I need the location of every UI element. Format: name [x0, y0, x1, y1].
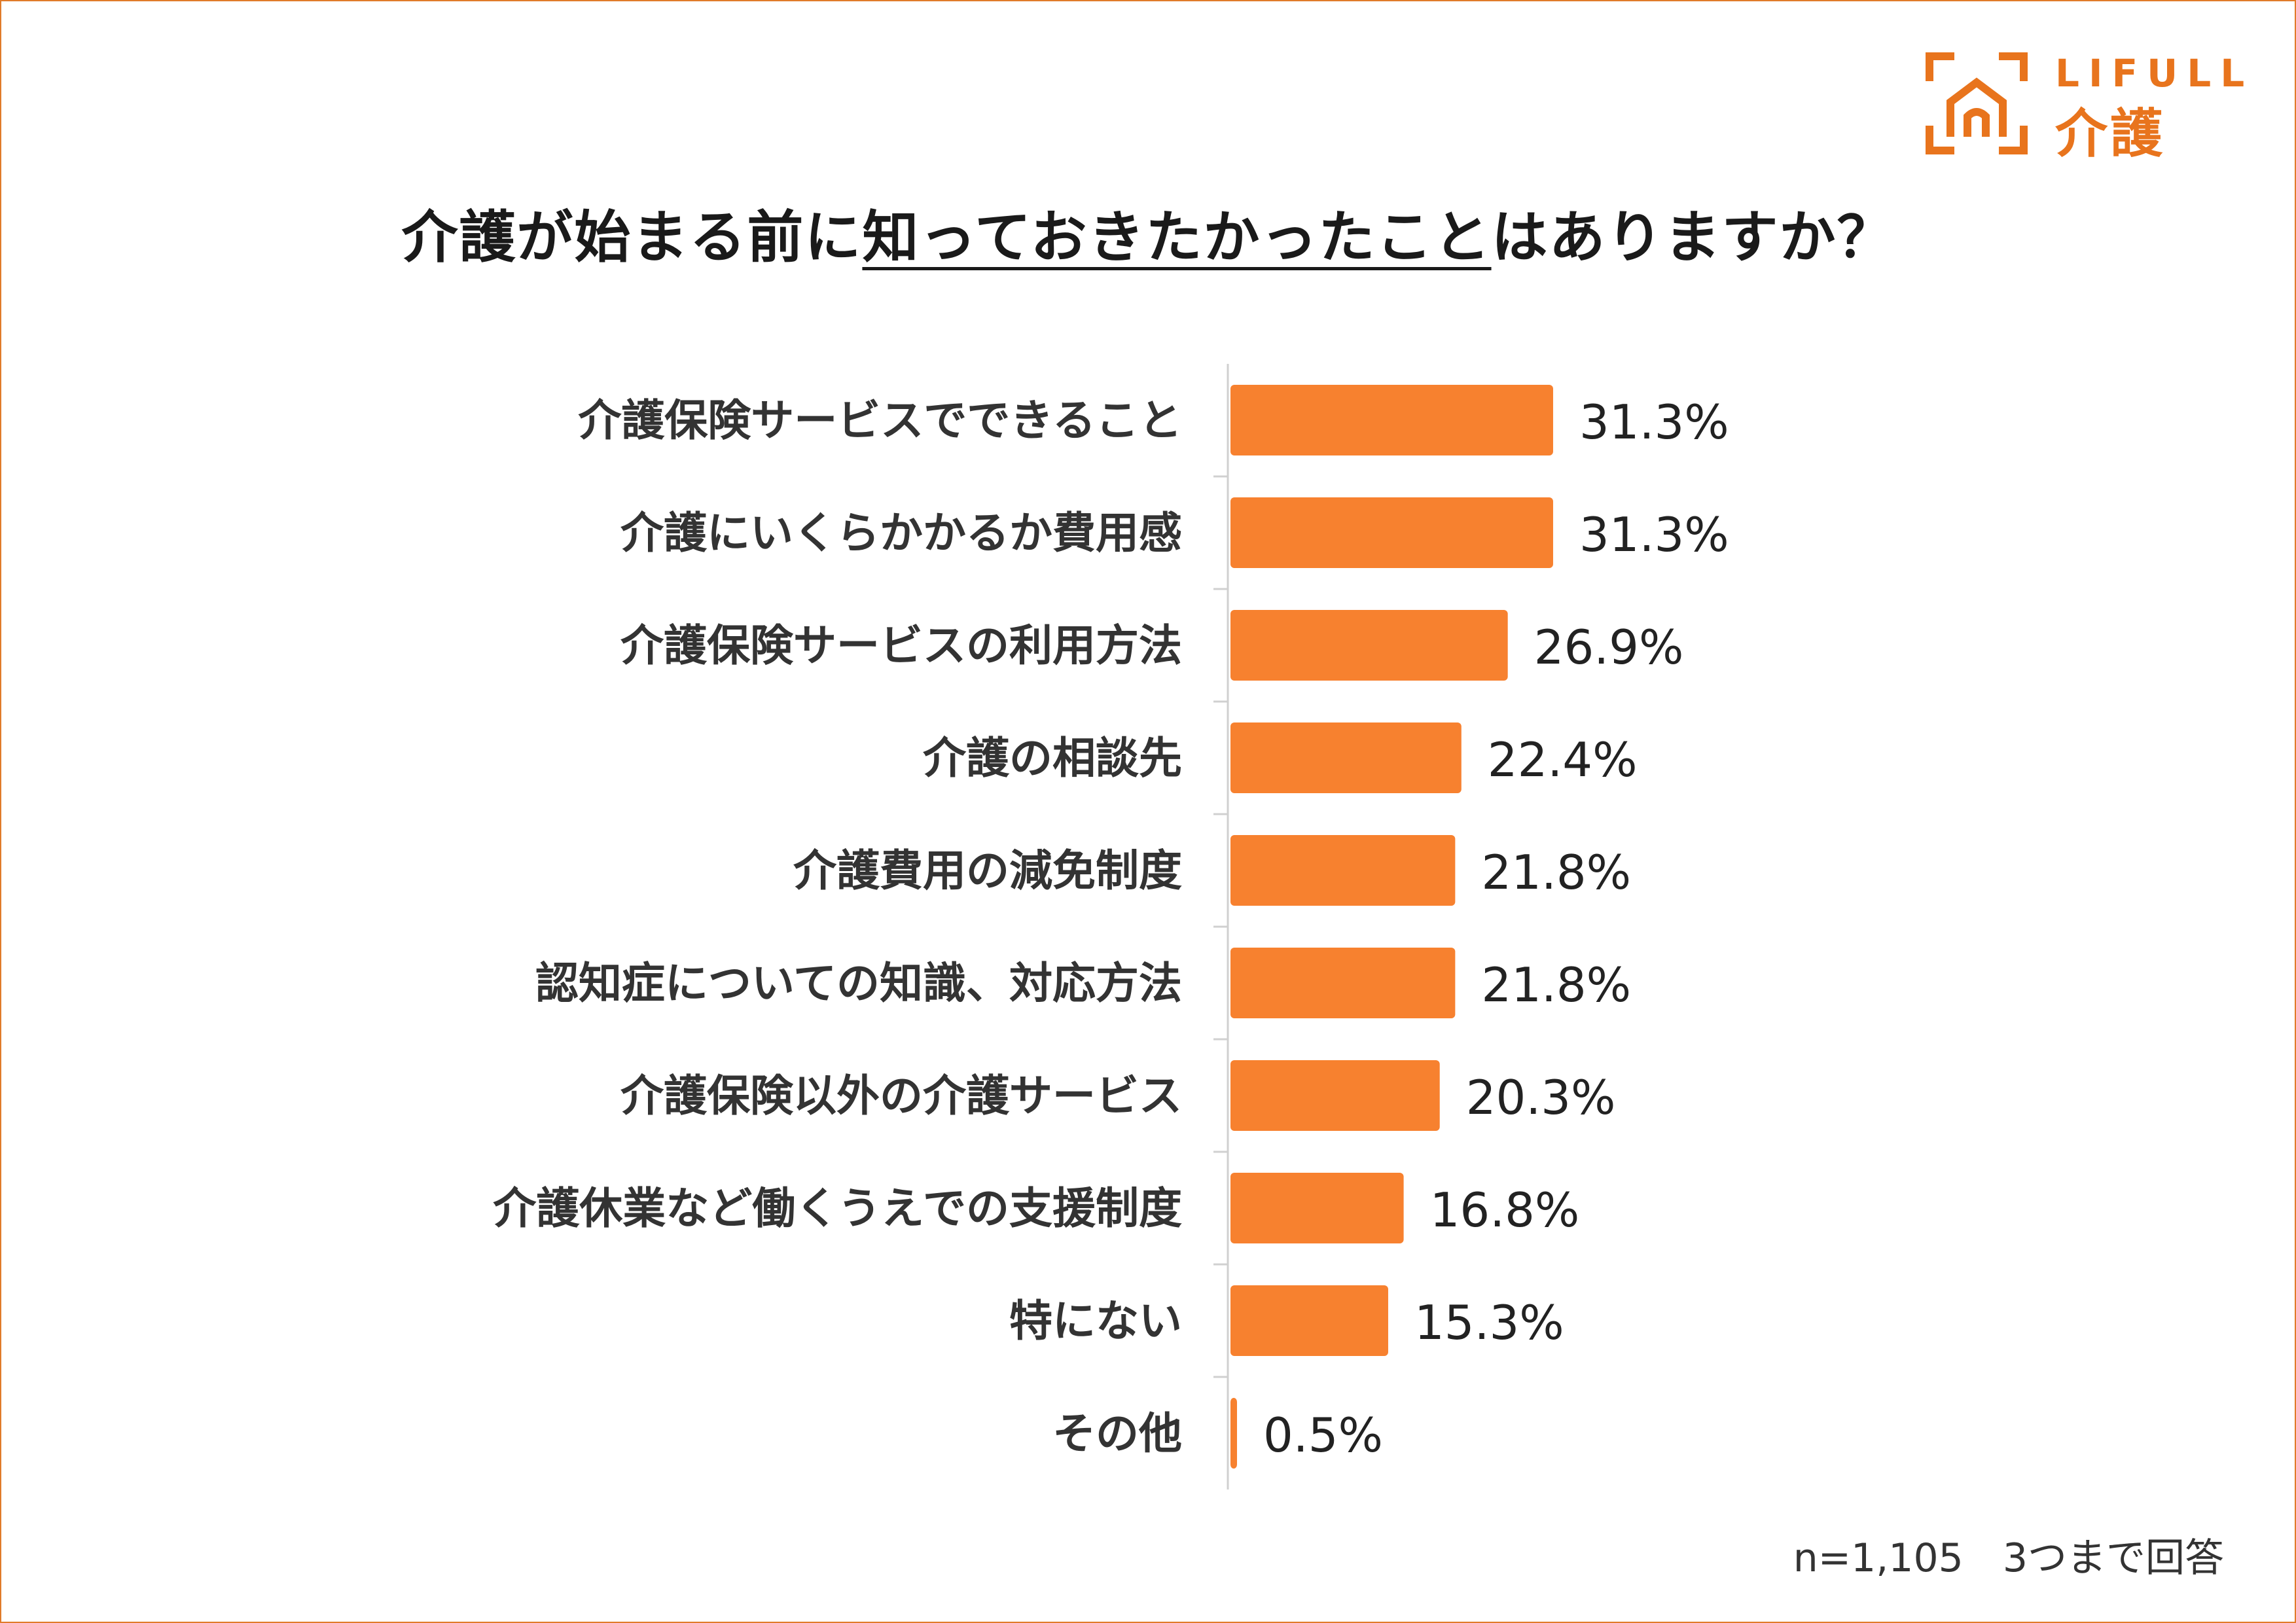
- bar: [1230, 1398, 1237, 1469]
- bar: [1230, 722, 1462, 793]
- category-label: 介護の相談先: [923, 733, 1182, 783]
- category-label: 介護費用の減免制度: [793, 846, 1182, 896]
- bar: [1230, 1173, 1404, 1243]
- value-label: 26.9%: [1534, 620, 1684, 675]
- logo-sub-text: 介護: [2055, 103, 2165, 164]
- category-label: 介護保険サービスでできること: [578, 395, 1182, 446]
- value-label: 20.3%: [1466, 1070, 1616, 1125]
- value-label: 16.8%: [1430, 1183, 1580, 1238]
- title-suffix: はありますか？: [1491, 205, 1895, 270]
- bar: [1230, 835, 1456, 906]
- category-label: 介護休業など働くうえでの支援制度: [493, 1183, 1182, 1234]
- value-label: 0.5%: [1263, 1408, 1383, 1463]
- category-label: 認知症についての知識、対応方法: [535, 958, 1182, 1008]
- category-label: その他: [1052, 1408, 1182, 1459]
- bar: [1230, 1285, 1388, 1356]
- category-label: 特にない: [1009, 1296, 1182, 1346]
- title-emphasis: 知っておきたかったこと: [862, 205, 1492, 270]
- lifull-kaigo-logo: LIFULL 介護: [1924, 51, 2244, 164]
- title-prefix: 介護が始まる前に: [401, 205, 863, 270]
- value-label: 22.4%: [1488, 732, 1638, 787]
- value-label: 21.8%: [1481, 845, 1631, 900]
- category-label: 介護保険サービスの利用方法: [620, 620, 1182, 671]
- logo-brand-text: LIFULL: [2055, 51, 2254, 96]
- bar: [1230, 610, 1508, 681]
- bar: [1230, 948, 1456, 1018]
- sample-note: n=1,105 3つまで回答: [1793, 1535, 2224, 1581]
- category-label: 介護にいくらかかるか費用感: [620, 508, 1182, 558]
- value-label: 15.3%: [1414, 1295, 1564, 1350]
- value-label: 31.3%: [1579, 395, 1729, 450]
- house-logo-icon: [1926, 52, 2028, 154]
- value-label: 21.8%: [1481, 957, 1631, 1012]
- value-label: 31.3%: [1579, 507, 1729, 562]
- bar: [1230, 1060, 1440, 1131]
- bar: [1230, 497, 1553, 568]
- bar: [1230, 385, 1553, 455]
- chart-title: 介護が始まる前に知っておきたかったことはありますか？: [0, 191, 2296, 273]
- category-label: 介護保険以外の介護サービス: [620, 1071, 1182, 1121]
